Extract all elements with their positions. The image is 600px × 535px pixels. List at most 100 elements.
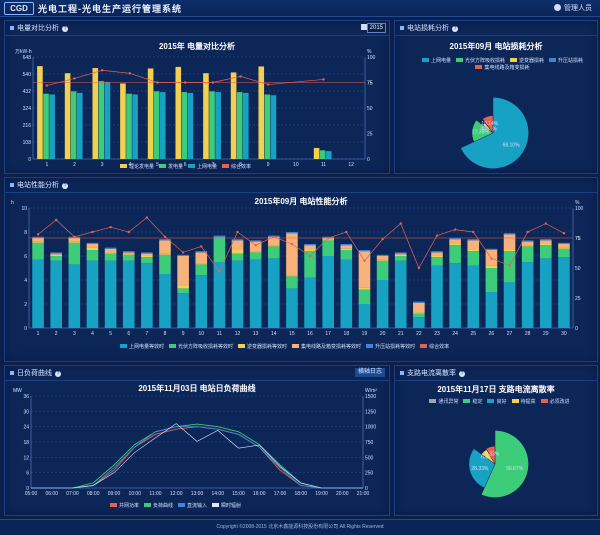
legend-label[interactable]: 并网功率: [119, 503, 140, 509]
y-tick-label: 648: [23, 55, 32, 61]
legend-label[interactable]: 光伏方阵吸收损耗等效时: [178, 344, 234, 350]
panel-title: 日负荷曲线: [17, 370, 52, 377]
legend-label[interactable]: 上网电量: [197, 164, 218, 170]
legend-label[interactable]: 综合效率: [231, 164, 252, 170]
loss-analysis-pie: 68.10% 17.36%3.57%0.83%10.14%: [460, 97, 529, 169]
help-icon[interactable]: ?: [62, 26, 68, 32]
legend-label[interactable]: 上网电量: [430, 58, 451, 64]
legend-swatch: [169, 344, 177, 348]
legend-label[interactable]: 升压站损耗等效时: [375, 344, 416, 350]
pie-label: 10.14%: [481, 121, 499, 127]
bar-升压站损耗等效时: [431, 251, 443, 253]
legend-label[interactable]: 通讯异常: [438, 399, 459, 405]
bar-升压站损耗等效时: [213, 235, 226, 237]
year-selector[interactable]: 2015: [366, 23, 386, 33]
legend-swatch: [487, 399, 495, 403]
legend-label[interactable]: 良好: [496, 399, 507, 405]
bar-逆变器损耗等效时: [449, 244, 461, 246]
panel-bullet-icon: [400, 371, 404, 375]
bar-逆变器损耗等效时: [122, 253, 135, 255]
bar-上网电量等效时: [376, 280, 389, 328]
user-menu[interactable]: 管理人员: [554, 3, 592, 13]
bar-逆变器损耗等效时: [267, 245, 280, 247]
bar-逆变器损耗等效时: [231, 250, 244, 254]
energy-comparison-panel: 电量对比分析? 2015 2015年 电量对比分析 0 108 216 324 432 5…: [4, 20, 390, 174]
x-tick-label: 16:00: [253, 491, 266, 497]
legend-label[interactable]: 综合效率: [429, 344, 450, 350]
bar-发电量: [70, 91, 77, 159]
x-tick-label: 5: [156, 162, 159, 168]
panel-header: 电站损耗分析?: [395, 21, 597, 36]
help-icon[interactable]: ?: [55, 371, 61, 377]
legend-label[interactable]: 理论发电量: [129, 164, 155, 170]
y-tick-label: 24: [23, 425, 29, 431]
legend-swatch: [178, 503, 186, 507]
legend-swatch: [421, 58, 429, 62]
panel-header: 支路电流离散率?: [395, 366, 597, 381]
legend-swatch: [120, 344, 127, 348]
calendar-icon[interactable]: [361, 24, 367, 30]
legend-label[interactable]: 待提高: [520, 399, 536, 405]
bar-逆变器损耗等效时: [467, 250, 480, 252]
bar-上网电量等效时: [104, 260, 117, 328]
legend-label[interactable]: 瞬时辐射: [221, 503, 242, 509]
legend-swatch: [144, 503, 152, 507]
bar-集电线路及箱变损耗等效时: [431, 252, 443, 256]
legend-label[interactable]: 必须改进: [549, 399, 570, 405]
y2-axis-label: %: [367, 49, 372, 55]
legend-label[interactable]: 负荷曲线: [153, 503, 174, 509]
legend-label[interactable]: 光伏方阵吸收损耗: [464, 58, 505, 64]
legend-swatch: [455, 58, 463, 62]
bar-集电线路及箱变损耗等效时: [503, 234, 516, 250]
x-tick-label: 10: [198, 331, 204, 337]
legend-label[interactable]: 升压站损耗: [558, 58, 584, 64]
legend-label[interactable]: 上网电量等效时: [129, 344, 165, 350]
bar-逆变器损耗等效时: [376, 259, 389, 261]
pie-label: 17.36%: [472, 130, 490, 136]
bar-光伏方阵吸收损耗等效时: [539, 245, 552, 259]
bar-升压站损耗等效时: [122, 251, 135, 253]
legend-label[interactable]: 稳定: [472, 399, 483, 405]
bar-升压站损耗等效时: [141, 252, 153, 254]
x-tick-label: 6: [184, 162, 187, 168]
pie-label: 6.67%: [481, 455, 496, 461]
pie-slice-上网电量: [460, 97, 529, 169]
legend-swatch: [110, 503, 117, 507]
help-icon[interactable]: ?: [459, 371, 465, 377]
bar-上网电量等效时: [340, 259, 353, 328]
legend-label[interactable]: 集电线路及箱变损耗等效时: [301, 344, 362, 350]
bar-理论发电量: [230, 72, 237, 159]
bar-理论发电量: [175, 66, 182, 159]
help-icon[interactable]: ?: [62, 183, 68, 189]
bar-光伏方阵吸收损耗等效时: [413, 313, 425, 318]
bar-升压站损耗等效时: [503, 233, 516, 235]
bar-升压站损耗等效时: [32, 236, 44, 238]
bar-上网电量等效时: [358, 304, 371, 328]
bar-逆变器损耗等效时: [322, 239, 335, 241]
x-tick-label: 16: [307, 331, 313, 337]
bar-上网电量等效时: [431, 265, 443, 328]
bar-光伏方阵吸收损耗等效时: [358, 289, 371, 304]
legend-swatch: [429, 399, 437, 403]
legend-label[interactable]: 发电量: [168, 164, 184, 170]
legend-label[interactable]: 逆变器损耗: [519, 58, 545, 64]
bar-逆变器损耗等效时: [413, 312, 425, 314]
bar-集电线路及箱变损耗等效时: [376, 256, 389, 260]
app-logo: CGD: [4, 2, 34, 15]
history-log-button[interactable]: 横轴日志: [354, 368, 385, 377]
x-tick-label: 10:00: [128, 491, 141, 497]
bar-发电量: [181, 92, 188, 159]
bar-光伏方阵吸收损耗等效时: [304, 251, 316, 278]
bar-升压站损耗等效时: [521, 240, 534, 242]
x-tick-label: 26: [489, 331, 495, 337]
pie-slice-集电线路及箱变损耗: [482, 115, 494, 134]
panel-bullet-icon: [10, 183, 14, 187]
bar-光伏方阵吸收损耗等效时: [122, 254, 135, 261]
legend-label[interactable]: 直流输入: [187, 503, 208, 509]
x-tick-label: 11: [217, 331, 222, 337]
legend-label[interactable]: 逆变器损耗等效时: [247, 344, 288, 350]
y2-tick-label: 1250: [365, 409, 376, 415]
help-icon[interactable]: ?: [452, 26, 458, 32]
legend-label[interactable]: 集电线路及箱变损耗: [484, 65, 530, 71]
